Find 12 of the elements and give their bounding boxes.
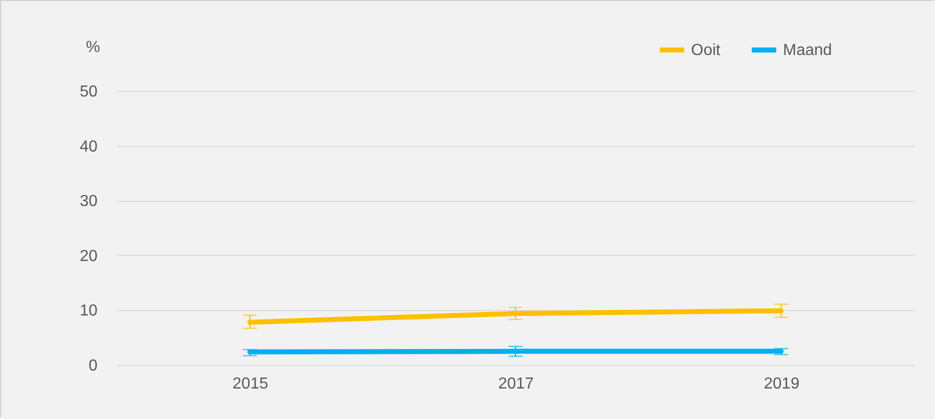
x-tick-label: 2015 — [232, 376, 268, 392]
x-tick-label: 2019 — [764, 376, 800, 392]
y-tick-label: 50 — [80, 84, 98, 100]
y-tick-label: 0 — [88, 358, 98, 374]
y-tick-label: 40 — [80, 138, 98, 156]
legend-label: Ooit — [691, 42, 721, 59]
y-tick-label: 30 — [80, 193, 98, 210]
y-tick-label: 20 — [80, 248, 98, 265]
x-tick-label: 2017 — [498, 376, 534, 392]
y-tick-label: 10 — [80, 302, 98, 320]
legend-label: Maand — [783, 42, 832, 59]
y-axis-title: % — [86, 39, 100, 56]
